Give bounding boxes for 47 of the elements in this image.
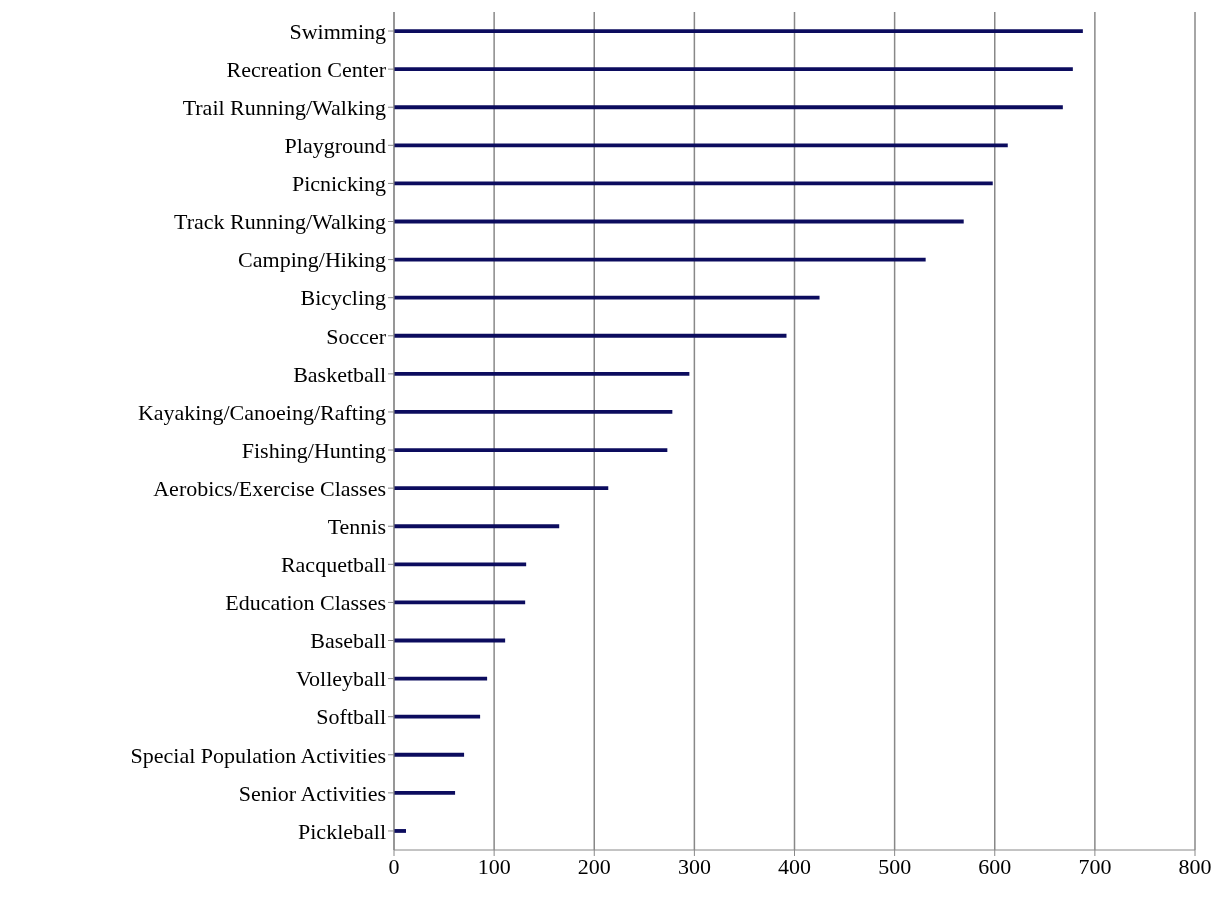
- bar: [394, 562, 527, 567]
- y-tick-label: Trail Running/Walking: [182, 95, 386, 121]
- y-tick-label: Senior Activities: [238, 780, 386, 806]
- y-tick-label: Special Population Activities: [130, 742, 386, 768]
- y-tick-label: Bicycling: [300, 285, 386, 311]
- y-tick-label: Softball: [316, 704, 386, 730]
- bar: [394, 752, 465, 757]
- x-tick-label: 300: [677, 853, 711, 879]
- bar: [394, 829, 407, 833]
- bar: [394, 333, 787, 338]
- bar: [394, 714, 481, 719]
- bar: [394, 790, 456, 795]
- y-tick-label: Track Running/Walking: [174, 209, 386, 235]
- bar: [394, 67, 1073, 72]
- bar: [394, 486, 609, 491]
- y-tick-label: Aerobics/Exercise Classes: [153, 475, 386, 501]
- y-tick-label: Racquetball: [280, 552, 386, 578]
- x-tick-label: 100: [477, 853, 511, 879]
- y-tick-label: Picnicking: [291, 171, 386, 197]
- y-tick-label: Baseball: [310, 628, 386, 654]
- bar: [394, 29, 1083, 33]
- y-tick-label: Playground: [284, 133, 386, 159]
- y-tick-label: Recreation Center: [226, 56, 387, 82]
- bar: [394, 371, 690, 376]
- y-tick-label: Camping/Hiking: [238, 247, 386, 273]
- y-tick-label: Tennis: [327, 514, 386, 540]
- y-tick-label: Swimming: [289, 18, 386, 44]
- y-tick-label: Kayaking/Canoeing/Rafting: [137, 399, 386, 425]
- bar: [394, 448, 668, 452]
- bar: [394, 105, 1063, 110]
- x-tick-label: 400: [778, 853, 811, 879]
- y-tick-label: Basketball: [293, 361, 386, 387]
- x-tick-label: 200: [577, 853, 611, 879]
- bar: [394, 295, 820, 300]
- y-tick-label: Volleyball: [295, 666, 386, 692]
- x-tick-label: 800: [1178, 853, 1212, 879]
- bar: [394, 524, 560, 529]
- x-tick-label: 0: [388, 853, 400, 879]
- y-tick-label: Education Classes: [225, 590, 386, 616]
- bar: [394, 143, 1008, 148]
- x-tick-label: 700: [1078, 853, 1112, 879]
- x-tick-label: 600: [978, 853, 1012, 879]
- x-tick-label: 500: [878, 853, 912, 879]
- y-tick-label: Soccer: [326, 323, 387, 349]
- y-tick-label: Pickleball: [298, 818, 386, 844]
- y-tick-label: Fishing/Hunting: [241, 437, 386, 463]
- bar: [394, 410, 673, 414]
